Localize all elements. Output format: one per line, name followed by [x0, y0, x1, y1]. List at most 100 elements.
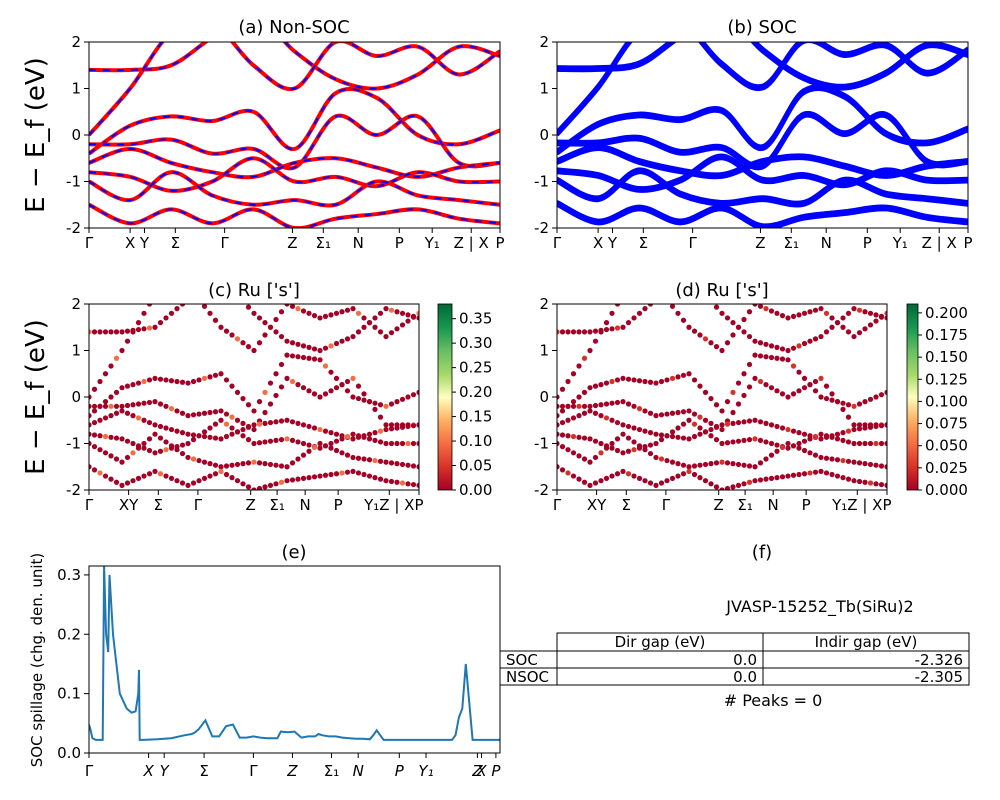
x-tick-label: XY	[587, 496, 607, 514]
projection-point	[658, 378, 665, 385]
projection-point	[557, 422, 560, 428]
projection-point	[207, 434, 213, 440]
projection-point	[89, 413, 92, 419]
x-tick-label: Z	[246, 496, 256, 514]
colorbar-tick-label: 0.050	[925, 437, 968, 455]
projection-point	[322, 345, 329, 351]
x-tick-label: Z | X	[922, 234, 957, 252]
projection-point	[686, 324, 692, 330]
projection-point	[284, 375, 290, 381]
projection-point	[620, 431, 626, 437]
projection-point	[653, 482, 659, 488]
projection-point	[557, 464, 560, 470]
x-tick-label: Γ	[249, 762, 258, 780]
band-line	[557, 153, 968, 191]
projection-point	[146, 436, 153, 442]
projection-point	[163, 473, 169, 479]
projection-point	[768, 354, 775, 361]
projection-point	[614, 325, 621, 331]
projection-point	[300, 452, 307, 458]
projection-point	[289, 304, 296, 309]
projection-point	[697, 414, 703, 420]
projection-point	[708, 426, 714, 433]
projection-point	[91, 403, 98, 409]
projection-point	[598, 450, 604, 456]
y-tick-label: 1	[539, 80, 549, 98]
x-tick-label: Y₁	[418, 762, 433, 780]
projection-point	[713, 344, 720, 350]
projection-point	[157, 401, 164, 407]
projection-point	[113, 389, 120, 395]
projection-point	[388, 460, 395, 466]
projection-point	[97, 470, 103, 476]
projection-point	[845, 458, 852, 464]
projection-point	[763, 456, 769, 462]
projection-point	[625, 320, 632, 326]
projection-point	[823, 310, 830, 316]
projection-point	[686, 436, 692, 442]
projection-point	[614, 471, 621, 477]
projection-point	[878, 314, 885, 320]
projection-point	[262, 409, 268, 416]
projection-point	[89, 431, 92, 437]
projection-point	[609, 473, 615, 479]
projection-point	[333, 471, 340, 477]
projection-point	[774, 355, 780, 361]
projection-point	[361, 471, 367, 478]
y-tick-label: 0	[71, 126, 81, 144]
projection-point	[388, 401, 395, 407]
projection-point	[377, 476, 384, 482]
projection-point	[185, 482, 191, 488]
projection-point	[873, 318, 879, 324]
projection-point	[670, 285, 675, 290]
projection-point	[625, 376, 632, 382]
projection-point	[856, 440, 863, 447]
projection-point	[179, 450, 186, 457]
projection-point	[592, 402, 599, 409]
projection-point	[730, 409, 736, 416]
projection-point	[576, 403, 582, 409]
projection-point	[724, 485, 731, 490]
projection-point	[686, 274, 691, 279]
projection-point	[807, 309, 813, 315]
projection-point	[691, 433, 698, 440]
projection-point	[884, 389, 887, 395]
projection-point	[807, 470, 813, 476]
projection-point	[598, 402, 604, 408]
projection-point	[102, 329, 109, 335]
projection-point	[614, 436, 621, 442]
projection-point	[102, 433, 109, 440]
x-tick-label: Σ	[199, 762, 208, 780]
projection-point	[201, 433, 208, 440]
projection-point	[295, 341, 301, 347]
projection-point	[179, 410, 186, 416]
projection-point	[157, 320, 164, 326]
projection-point	[251, 422, 257, 428]
x-tick-label: Γ	[220, 234, 229, 252]
projection-point	[399, 396, 406, 402]
projection-point	[587, 482, 593, 488]
projection-point	[587, 403, 593, 409]
projection-point	[801, 375, 808, 381]
projection-point	[845, 476, 852, 482]
projection-point	[168, 310, 175, 316]
projection-point	[289, 477, 296, 483]
projection-point	[746, 309, 753, 315]
projection-point	[240, 461, 246, 467]
projection-point	[774, 442, 780, 448]
projection-point	[592, 454, 599, 461]
projection-point	[240, 481, 246, 487]
projection-point	[653, 454, 659, 461]
projection-point	[741, 462, 747, 468]
peaks-count: # Peaks = 0	[724, 691, 823, 710]
projection-point	[862, 461, 868, 467]
projection-point	[108, 403, 114, 409]
projection-point	[878, 392, 885, 398]
projection-point	[587, 408, 593, 414]
projection-point	[713, 484, 720, 490]
projection-point	[642, 478, 648, 484]
projection-point	[89, 394, 92, 400]
projection-point	[135, 401, 142, 407]
projection-point	[218, 408, 224, 414]
projection-point	[565, 378, 571, 385]
